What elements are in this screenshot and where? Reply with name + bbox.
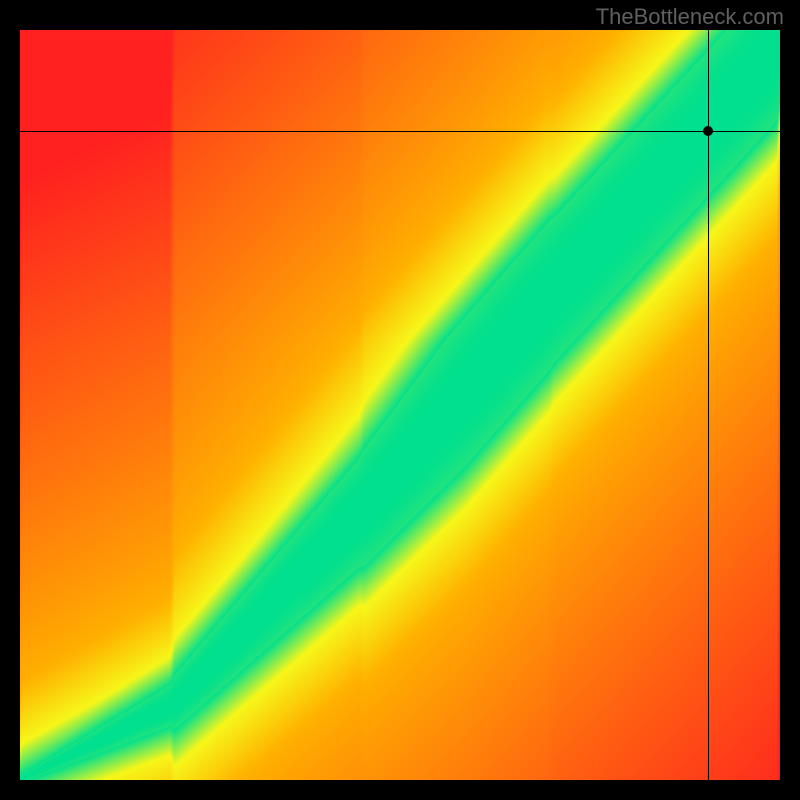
heatmap-plot bbox=[20, 30, 780, 780]
data-point-marker bbox=[703, 126, 713, 136]
crosshair-horizontal bbox=[20, 131, 780, 132]
heatmap-canvas bbox=[20, 30, 780, 780]
crosshair-vertical bbox=[708, 30, 709, 780]
watermark-text: TheBottleneck.com bbox=[596, 4, 784, 30]
